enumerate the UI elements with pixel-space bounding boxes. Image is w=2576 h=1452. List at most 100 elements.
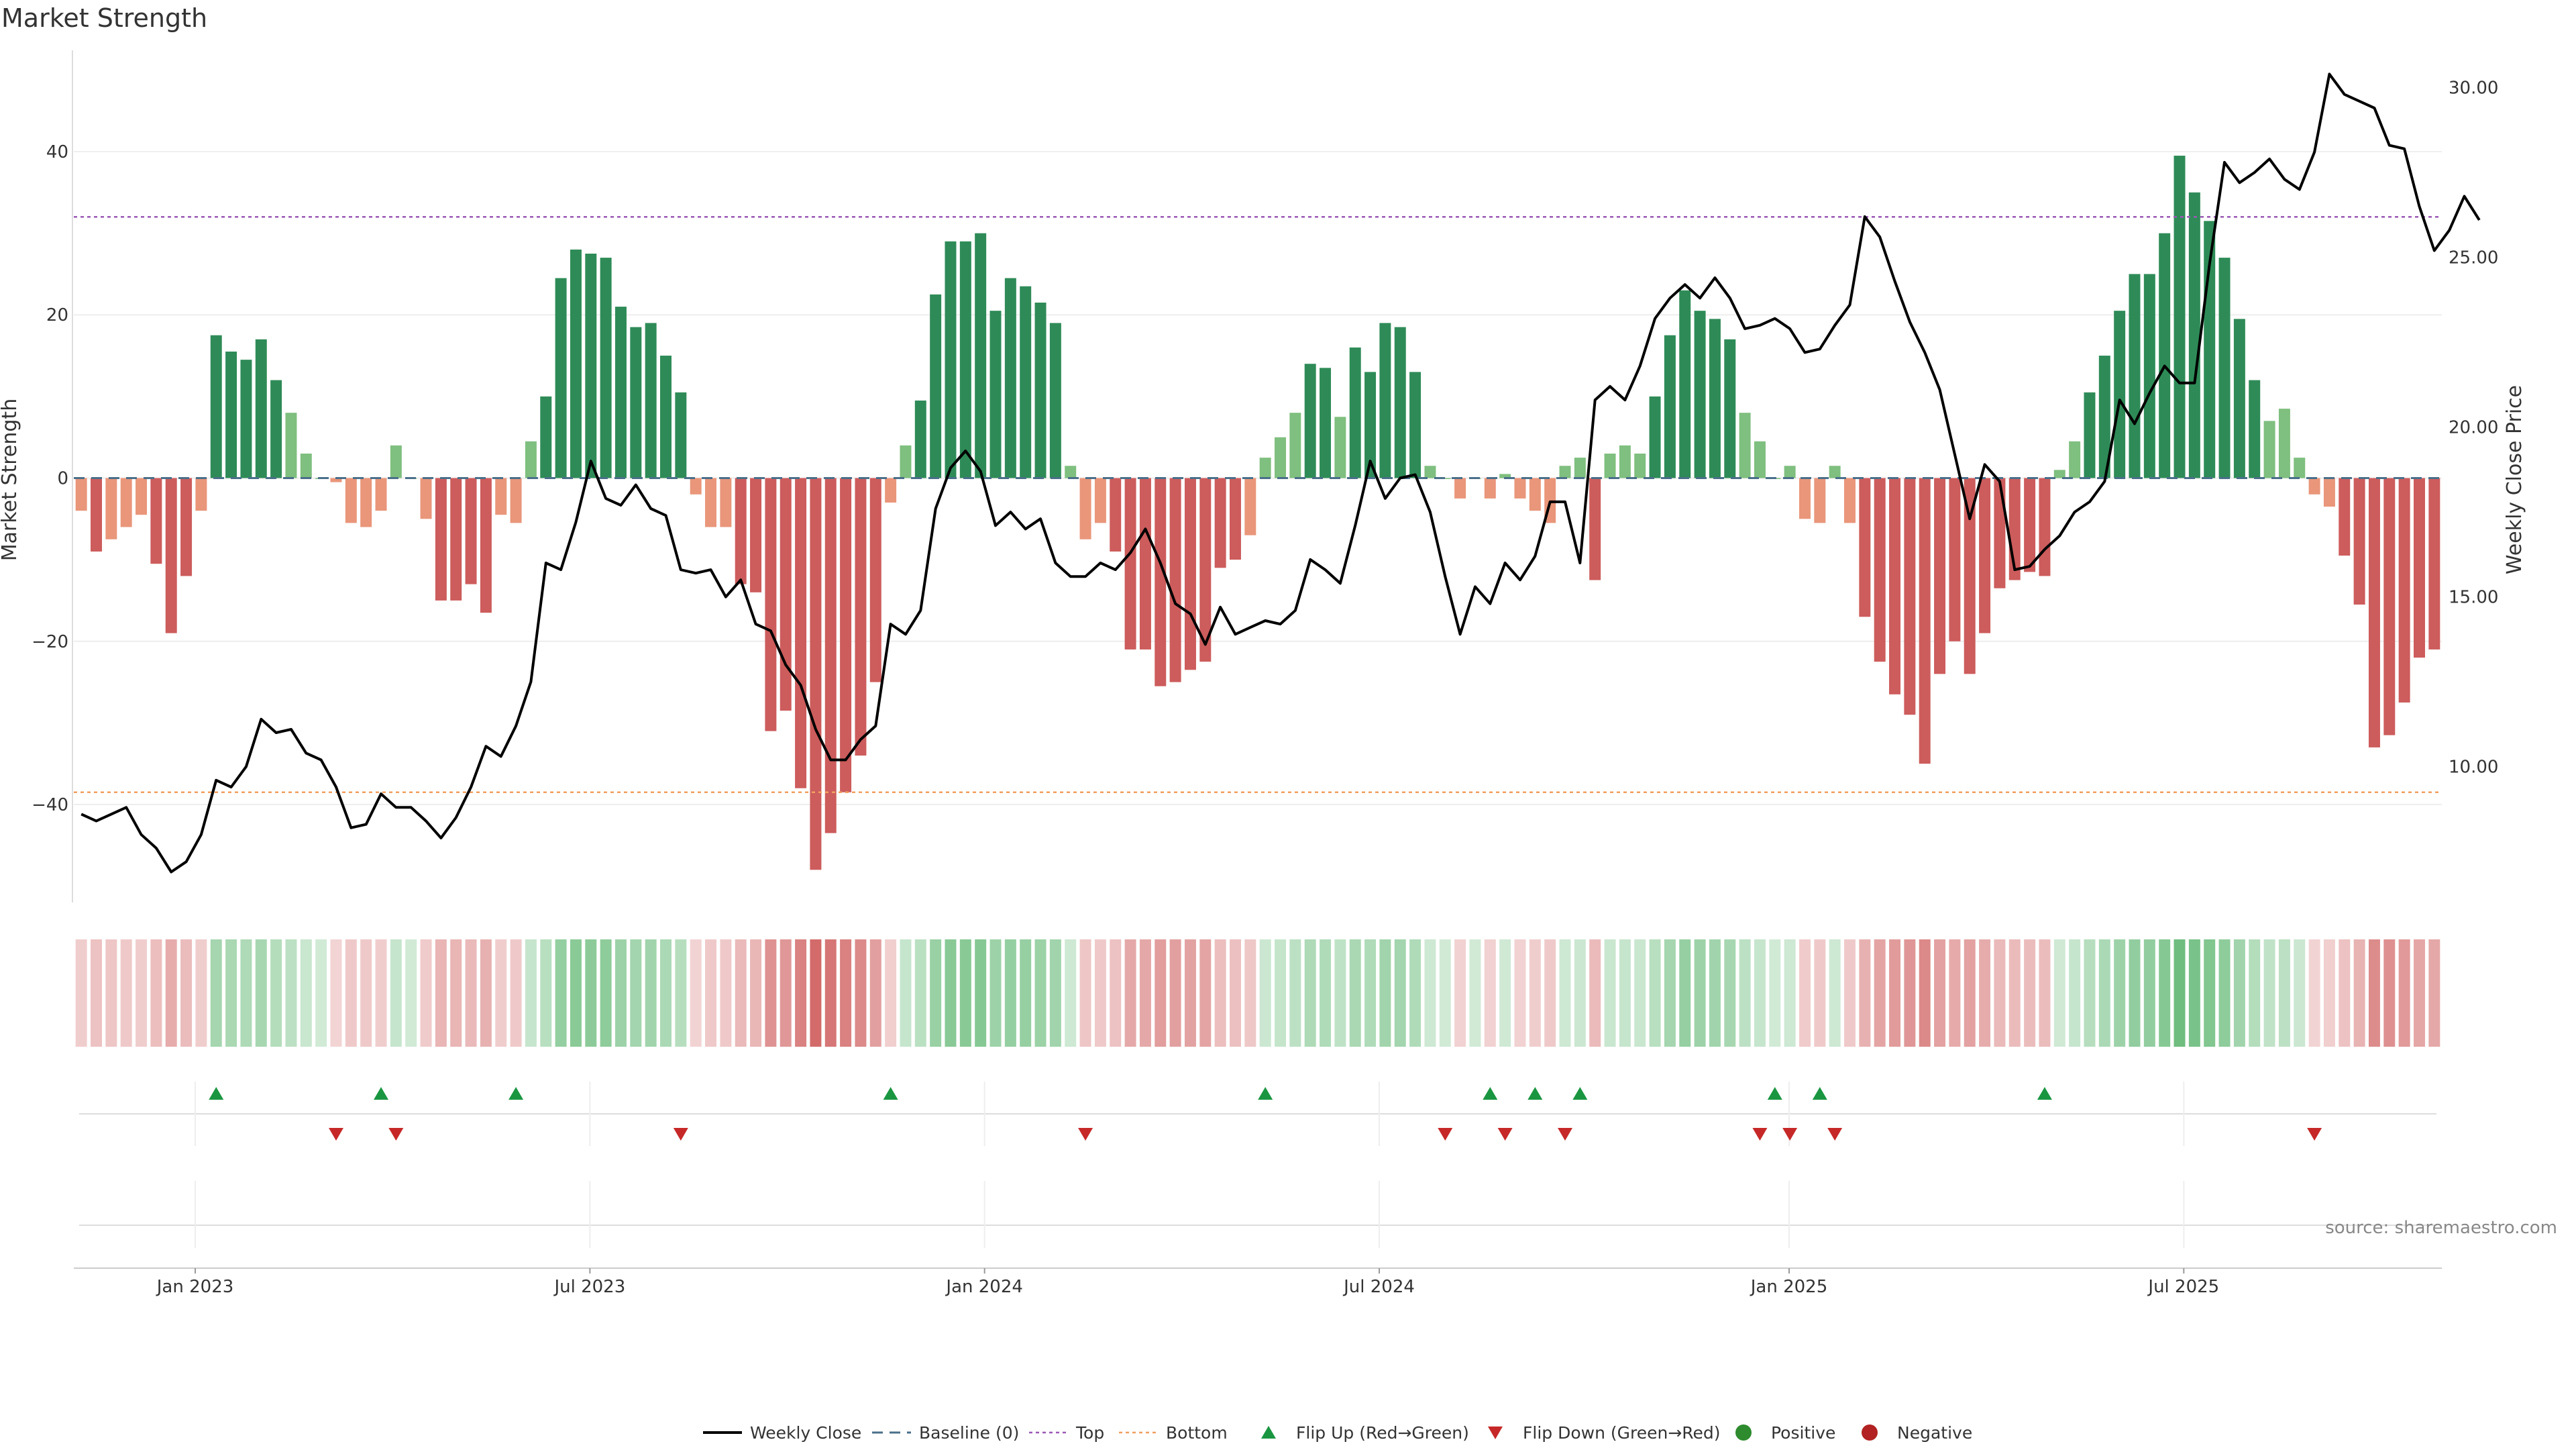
strength-bar xyxy=(660,356,672,478)
heat-cell xyxy=(1559,939,1571,1047)
strength-bar xyxy=(1304,364,1316,478)
heat-cell xyxy=(2008,939,2021,1047)
heat-cell xyxy=(989,939,1002,1047)
strength-bar xyxy=(1529,478,1541,511)
heat-cell xyxy=(480,939,492,1047)
heat-cell xyxy=(1799,939,1811,1047)
strength-bar xyxy=(1289,413,1301,478)
heat-cell xyxy=(2339,939,2351,1047)
legend-item: Weekly Close xyxy=(703,1423,861,1443)
heat-cell xyxy=(1289,939,1301,1047)
heat-cell xyxy=(1679,939,1691,1047)
flip-up-marker xyxy=(1527,1087,1543,1100)
legend-item: Baseline (0) xyxy=(872,1423,1019,1443)
heat-cell xyxy=(810,939,822,1047)
heat-cell xyxy=(2308,939,2320,1047)
heat-cell xyxy=(1739,939,1751,1047)
strength-bar xyxy=(2174,156,2186,478)
strength-bar xyxy=(2353,478,2365,605)
strength-bar xyxy=(150,478,162,564)
flip-markers xyxy=(79,1082,2436,1248)
heat-cell xyxy=(525,939,537,1047)
heat-cell xyxy=(1394,939,1406,1047)
heat-cell xyxy=(345,939,357,1047)
strength-bar xyxy=(930,294,942,478)
strength-bar xyxy=(2159,233,2171,478)
legend-label: Bottom xyxy=(1166,1423,1228,1443)
flip-down-marker xyxy=(673,1128,688,1141)
heat-cell xyxy=(1859,939,1871,1047)
heat-cell xyxy=(1469,939,1481,1047)
legend-label: Top xyxy=(1075,1423,1104,1443)
strength-bar xyxy=(270,380,282,478)
strength-bar xyxy=(914,400,926,478)
flip-down-marker xyxy=(1782,1128,1798,1141)
heat-cell xyxy=(1424,939,1436,1047)
strength-bar xyxy=(1664,335,1676,478)
strength-bar xyxy=(1709,319,1721,478)
strength-bar xyxy=(1484,478,1496,499)
strength-bar xyxy=(855,478,867,756)
heat-cell xyxy=(165,939,177,1047)
heat-cell xyxy=(390,939,402,1047)
strength-bar xyxy=(390,445,402,478)
strength-bar xyxy=(765,478,777,731)
strength-bar xyxy=(720,478,732,527)
strength-bar xyxy=(2188,192,2200,478)
legend-positive-swatch xyxy=(1735,1424,1752,1441)
strength-bar xyxy=(780,478,792,711)
heat-cell xyxy=(180,939,193,1047)
y-axis-title: Market Strength xyxy=(0,399,21,561)
strength-bar xyxy=(495,478,507,515)
strength-bar xyxy=(824,478,837,833)
heat-cell xyxy=(300,939,312,1047)
legend-negative-swatch xyxy=(1862,1424,1878,1441)
y2-tick-label: 25.00 xyxy=(2449,248,2498,268)
heat-cell xyxy=(2413,939,2425,1047)
heat-cell xyxy=(150,939,162,1047)
heat-cell xyxy=(1934,939,1946,1047)
strength-bar xyxy=(1169,478,1181,682)
strength-bar xyxy=(465,478,477,584)
y2-tick-label: 30.00 xyxy=(2449,79,2498,99)
legend-label: Negative xyxy=(1897,1423,1972,1443)
legend: Weekly Close Baseline (0) Top Bottom Flip Up… xyxy=(703,1423,1972,1443)
weekly-close-line xyxy=(80,72,2481,874)
strength-bar xyxy=(1439,478,1451,479)
heat-cell xyxy=(315,939,327,1047)
flip-down-marker xyxy=(1558,1128,1573,1141)
heat-cell xyxy=(2084,939,2096,1047)
strength-bar xyxy=(1394,327,1406,478)
heat-cell xyxy=(1544,939,1556,1047)
heat-cell xyxy=(690,939,702,1047)
heat-cell xyxy=(2159,939,2171,1047)
heat-cell xyxy=(91,939,103,1047)
heat-cell xyxy=(375,939,387,1047)
heat-cell xyxy=(2353,939,2365,1047)
y-tick-label: −20 xyxy=(32,632,68,652)
heat-cell xyxy=(660,939,672,1047)
strength-bar xyxy=(1934,478,1946,674)
legend-label: Baseline (0) xyxy=(919,1423,1019,1443)
heat-cell xyxy=(1979,939,1991,1047)
strength-bar xyxy=(1020,286,1032,478)
strength-bar xyxy=(435,478,447,601)
weekly-close-series xyxy=(80,72,2481,874)
strength-bar xyxy=(540,396,552,478)
heat-cell xyxy=(1904,939,1916,1047)
strength-bar xyxy=(375,478,387,511)
heat-cell xyxy=(1139,939,1151,1047)
flip-up-marker xyxy=(374,1087,389,1100)
heat-cell xyxy=(1124,939,1136,1047)
heat-cell xyxy=(1094,939,1106,1047)
strength-bar xyxy=(285,413,297,478)
strength-bar xyxy=(645,323,657,478)
strength-bar xyxy=(2323,478,2335,507)
strength-bar xyxy=(1994,478,2006,588)
heat-cell xyxy=(2278,939,2290,1047)
strength-bar xyxy=(2294,458,2306,478)
heat-cell xyxy=(1259,939,1271,1047)
x-tick-label: Jan 2023 xyxy=(156,1277,234,1297)
heat-cell xyxy=(105,939,117,1047)
